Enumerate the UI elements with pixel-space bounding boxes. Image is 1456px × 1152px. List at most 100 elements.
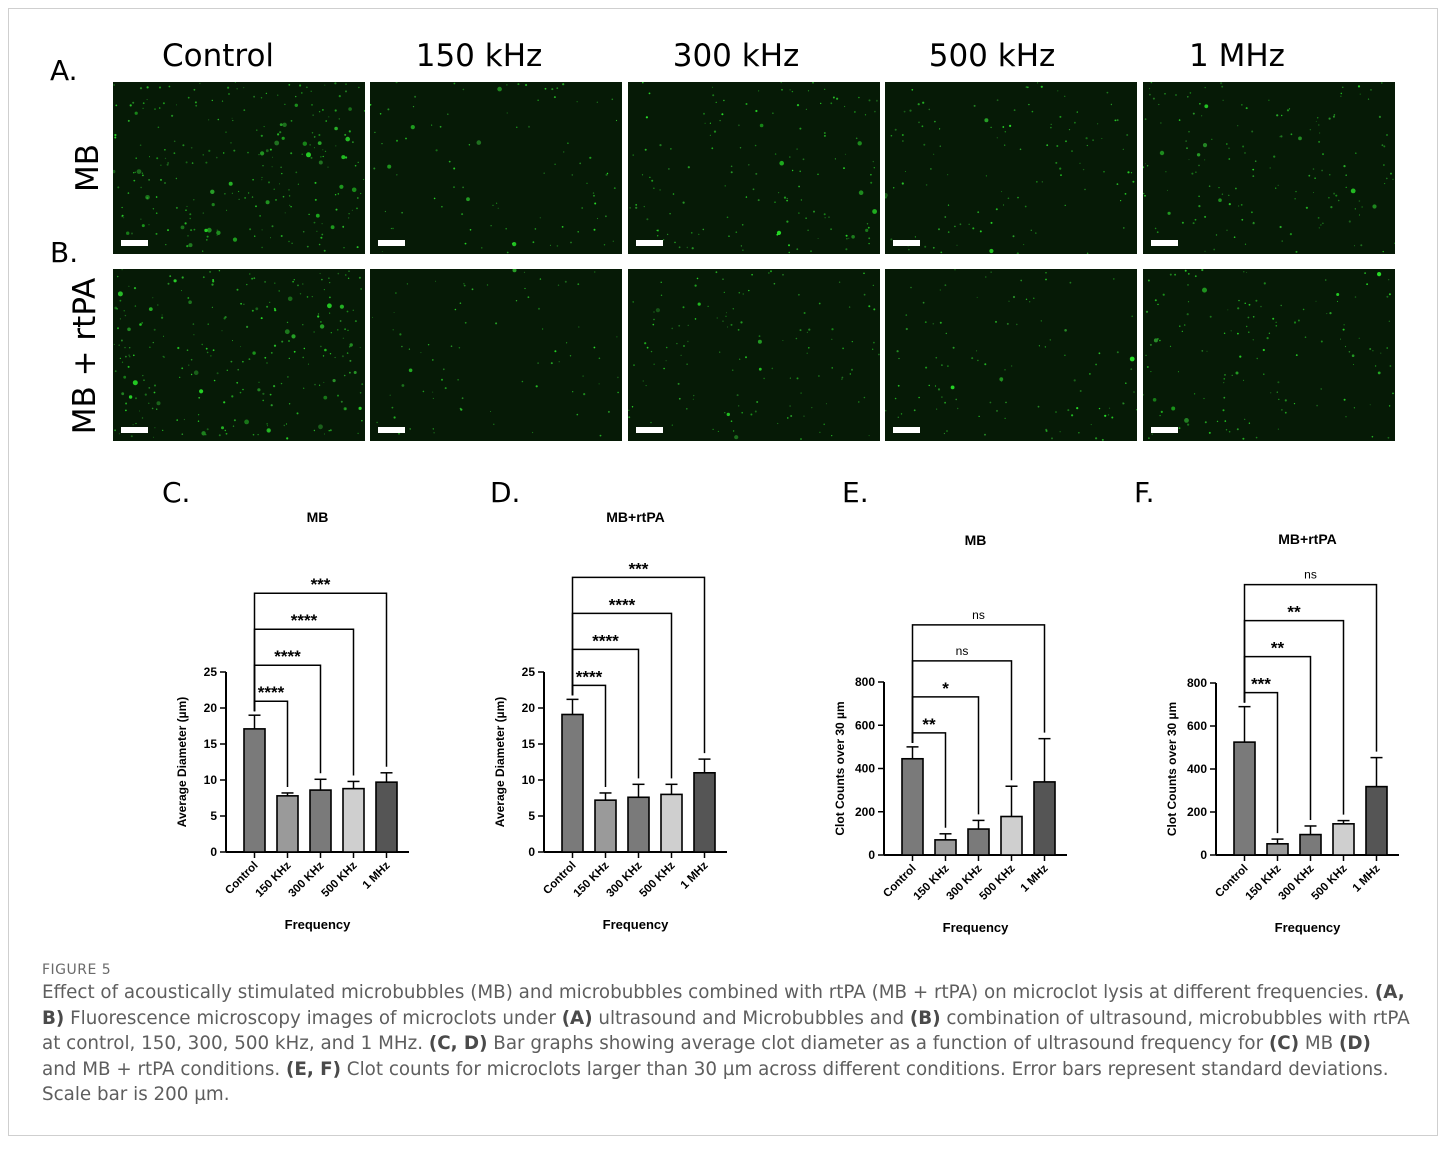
microclot-dot <box>868 99 871 102</box>
microclot-dot <box>157 304 159 306</box>
microclot-dot <box>934 385 937 387</box>
microclot-dot <box>187 96 190 99</box>
microclot-dot <box>441 378 443 381</box>
microclot-dot <box>944 401 946 404</box>
microclot-dot <box>133 354 135 357</box>
microclot-dot <box>420 352 422 354</box>
microclot-dot <box>779 160 784 166</box>
microclot-dot <box>759 123 764 128</box>
microclot-dot <box>272 156 273 158</box>
microclot-dot <box>662 239 665 241</box>
microclot-dot <box>271 166 273 168</box>
microclot-dot <box>1337 199 1340 202</box>
microclot-dot <box>358 406 362 410</box>
microclot-dot <box>1154 299 1157 302</box>
microclot-dot <box>740 321 743 324</box>
microclot-dot <box>345 136 350 142</box>
microclot-dot <box>328 430 330 432</box>
microclot-dot <box>1330 206 1333 209</box>
figure-caption: Effect of acoustically stimulated microb… <box>42 980 1410 1108</box>
microclot-dot <box>1150 82 1153 84</box>
microclot-dot <box>278 290 280 292</box>
microclot-dot <box>577 231 579 233</box>
column-header-300khz: 300 kHz <box>672 38 800 74</box>
microclot-dot <box>532 241 535 244</box>
microclot-dot <box>1057 90 1059 92</box>
microclot-dot <box>1175 94 1177 96</box>
microclot-dot <box>125 402 128 405</box>
microclot-dot <box>244 197 246 199</box>
microclot-dot <box>1194 218 1197 221</box>
microclot-dot <box>738 405 740 407</box>
microclot-dot <box>1144 194 1146 197</box>
y-tick-label: 800 <box>855 675 875 689</box>
microclot-dot <box>295 95 297 98</box>
scale-bar <box>893 240 920 246</box>
microclot-dot <box>798 185 800 188</box>
microclot-dot <box>674 241 676 244</box>
microclot-dot <box>329 312 331 314</box>
microclot-dot <box>348 270 350 272</box>
y-tick-label: 800 <box>1187 676 1207 690</box>
microclot-dot <box>281 136 285 140</box>
microclot-dot <box>341 355 344 358</box>
microclot-dot <box>517 83 520 86</box>
microclot-dot <box>703 112 705 115</box>
microclot-dot <box>1251 211 1253 214</box>
microclot-dot <box>737 329 740 331</box>
microclot-dot <box>121 392 125 396</box>
microclot-dot <box>670 148 672 150</box>
microclot-dot <box>818 375 820 377</box>
microclot-dot <box>311 296 313 298</box>
microclot-dot <box>201 343 203 346</box>
microclot-dot <box>758 367 762 371</box>
microclot-dot <box>1281 114 1283 117</box>
microclot-dot <box>193 228 196 231</box>
microclot-dot <box>324 433 325 435</box>
microclot-dot <box>187 297 190 299</box>
microclot-dot <box>1059 167 1062 170</box>
microclot-dot <box>363 179 365 180</box>
microclot-dot <box>232 119 234 122</box>
microclot-dot <box>339 320 342 322</box>
microclot-dot <box>954 225 956 228</box>
microclot-dot <box>1025 86 1028 88</box>
microclot-dot <box>268 181 270 184</box>
microclot-dot <box>666 233 669 236</box>
microclot-dot <box>1369 348 1372 350</box>
significance-label: **** <box>291 611 318 630</box>
microclot-dot <box>873 341 875 344</box>
microclot-dot <box>682 201 685 204</box>
microclot-dot <box>358 276 361 279</box>
microclot-dot <box>322 109 324 111</box>
microclot-dot <box>1026 86 1029 89</box>
microclot-dot <box>261 246 263 249</box>
microclot-dot <box>645 385 647 387</box>
microclot-dot <box>164 149 166 151</box>
microclot-dot <box>1328 196 1330 199</box>
microclot-dot <box>944 284 947 287</box>
microclot-dot <box>159 86 161 89</box>
microclot-dot <box>1103 170 1105 173</box>
microclot-dot <box>238 190 240 193</box>
microclot-dot <box>492 204 494 206</box>
microclot-dot <box>152 341 154 344</box>
microclot-dot <box>1342 86 1344 88</box>
microclot-dot <box>318 160 323 165</box>
microclot-dot <box>323 249 326 252</box>
microclot-dot <box>259 215 261 217</box>
microclot-dot <box>322 149 324 151</box>
microclot-dot <box>788 244 790 247</box>
microclot-dot <box>348 107 352 111</box>
microclot-dot <box>1038 345 1040 347</box>
microclot-dot <box>851 235 855 239</box>
microclot-dot <box>1384 183 1386 185</box>
microclot-dot <box>1304 336 1307 338</box>
microclot-dot <box>433 197 436 200</box>
microclot-dot <box>644 342 647 345</box>
microclot-dot <box>257 434 259 436</box>
microclot-dot <box>1222 409 1225 412</box>
microclot-dot <box>632 301 634 303</box>
microclot-dot <box>644 148 647 151</box>
